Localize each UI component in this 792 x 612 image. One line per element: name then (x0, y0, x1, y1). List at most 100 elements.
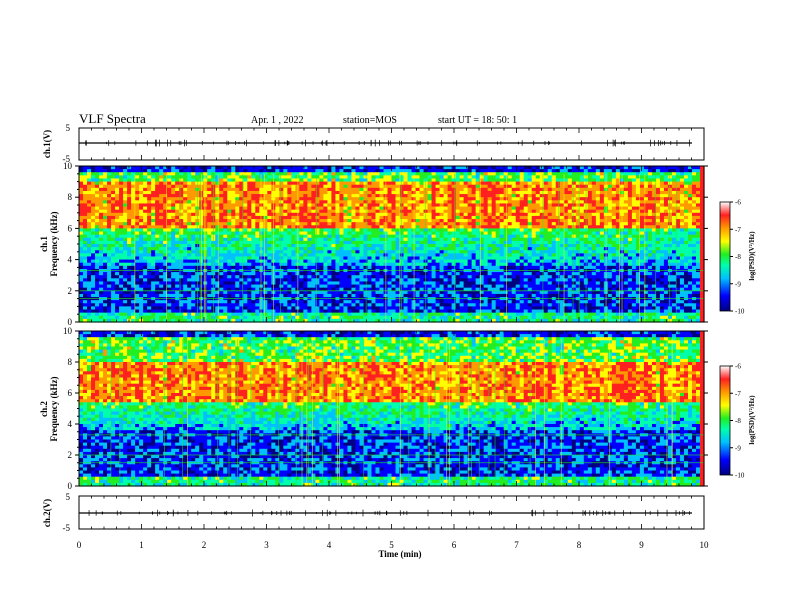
spectrogram-cell (155, 181, 160, 186)
spectrogram-cell (283, 184, 288, 189)
spectrogram-cell (163, 175, 168, 180)
spectrogram-cell (455, 175, 461, 180)
spectrogram-cell (503, 169, 509, 173)
spectrogram-cell (315, 172, 320, 176)
spectrogram-cell (403, 169, 409, 173)
spectrogram-cell (251, 184, 256, 189)
spectrogram-cell (231, 169, 236, 173)
spectrogram-cell (179, 172, 184, 176)
spectrogram-cell (467, 166, 473, 170)
spectrogram-cell (343, 184, 349, 189)
spectrogram-cell (567, 166, 573, 170)
spectrogram-cell (687, 166, 693, 170)
spectrogram-cell (535, 175, 541, 180)
spectrogram-cell (107, 169, 112, 173)
spectrogram-cell (539, 175, 545, 180)
spectrogram-cell (511, 172, 517, 176)
spectrogram-cell (395, 178, 401, 183)
spectrogram-cell (447, 184, 453, 189)
spectrogram-cell (539, 178, 545, 183)
spectrogram-cell (239, 169, 244, 173)
spectrogram-cell (667, 166, 673, 170)
spectrogram-cell (391, 178, 397, 183)
spectrogram-cell (687, 175, 693, 180)
spectrogram-cell (439, 181, 445, 186)
spectrogram-cell (407, 175, 413, 180)
spectrogram-cell (699, 169, 705, 173)
spectrogram-cell (587, 187, 593, 192)
spectrogram-cell (223, 166, 228, 170)
spectrogram-cell (543, 172, 549, 176)
spectrogram-cell (487, 175, 493, 180)
spectrogram-cell (287, 166, 292, 170)
spectrogram-cell (651, 175, 657, 180)
spectrogram-cell (523, 190, 529, 195)
spectrogram-cell (635, 172, 641, 176)
spectrogram-cell (451, 172, 457, 176)
spectrogram-cell (587, 181, 593, 186)
spectrogram-cell (387, 184, 393, 189)
spectrogram-cell (247, 181, 252, 186)
spectrogram-cell (699, 175, 705, 180)
spectrogram-cell (531, 172, 537, 176)
spectrogram-cell (303, 181, 308, 186)
spectrogram-cell (455, 190, 461, 195)
spectrogram-cell (563, 181, 569, 186)
spectrogram-cell (191, 187, 196, 192)
spectrogram-cell (227, 194, 232, 198)
spectrogram-cell (523, 166, 529, 170)
spectrogram-cell (627, 175, 633, 180)
spectrogram-cell (223, 169, 228, 173)
spectrogram-cell (475, 184, 481, 189)
spectrogram-cell (515, 187, 521, 192)
spectrogram-cell (119, 175, 124, 180)
spectrogram-cell (135, 166, 140, 170)
spectrogram-cell (459, 166, 465, 170)
spectrogram-cell (323, 172, 328, 176)
spectrogram-cell (547, 178, 553, 183)
spectrogram-cell (571, 169, 577, 173)
spectrogram-cell (255, 187, 260, 192)
spectrogram-cell (555, 190, 561, 195)
spectrogram-cell (443, 184, 449, 189)
spectrogram-cell (163, 172, 168, 176)
spectrogram-cell (431, 181, 437, 186)
spectrogram-cell (371, 190, 377, 195)
spectrogram-cell (279, 194, 284, 198)
spectrogram-cell (351, 172, 357, 176)
spectrogram-cell (651, 178, 657, 183)
spectrogram-cell (679, 172, 685, 176)
spectrogram-cell (347, 190, 353, 195)
spectrogram-cell (83, 178, 88, 183)
spectrogram-cell (107, 178, 112, 183)
spectrogram-cell (219, 187, 224, 192)
spectrogram-cell (695, 187, 701, 192)
spectrogram-cell (579, 181, 585, 186)
spectrogram-cell (667, 190, 673, 195)
spectrogram-cell (483, 184, 489, 189)
spectrogram-cell (455, 166, 461, 170)
spectrogram-cell (503, 175, 509, 180)
spectrogram-cell (667, 175, 673, 180)
spectrogram-cell (323, 178, 328, 183)
spectrogram-cell (699, 166, 705, 170)
spectrogram-cell (379, 166, 385, 170)
spectrogram-cell (467, 181, 473, 186)
spectrogram-cell (611, 172, 617, 176)
spectrogram-cell (475, 178, 481, 183)
spectrogram-cell (79, 190, 84, 195)
spectrogram-cell (663, 184, 669, 189)
spectrogram-cell (103, 175, 108, 180)
spectrogram-cell (611, 190, 617, 195)
spectrogram-cell (371, 175, 377, 180)
spectrogram-cell (699, 172, 705, 176)
spectrogram-cell (647, 190, 653, 195)
spectrogram-cell (215, 190, 220, 195)
spectrogram-cell (287, 169, 292, 173)
spectrogram-cell (471, 172, 477, 176)
spectrogram-cell (163, 194, 168, 198)
spectrogram-cell (483, 178, 489, 183)
spectrogram-cell (107, 166, 112, 170)
spectrogram-cell (303, 184, 308, 189)
spectrogram-cell (343, 181, 349, 186)
